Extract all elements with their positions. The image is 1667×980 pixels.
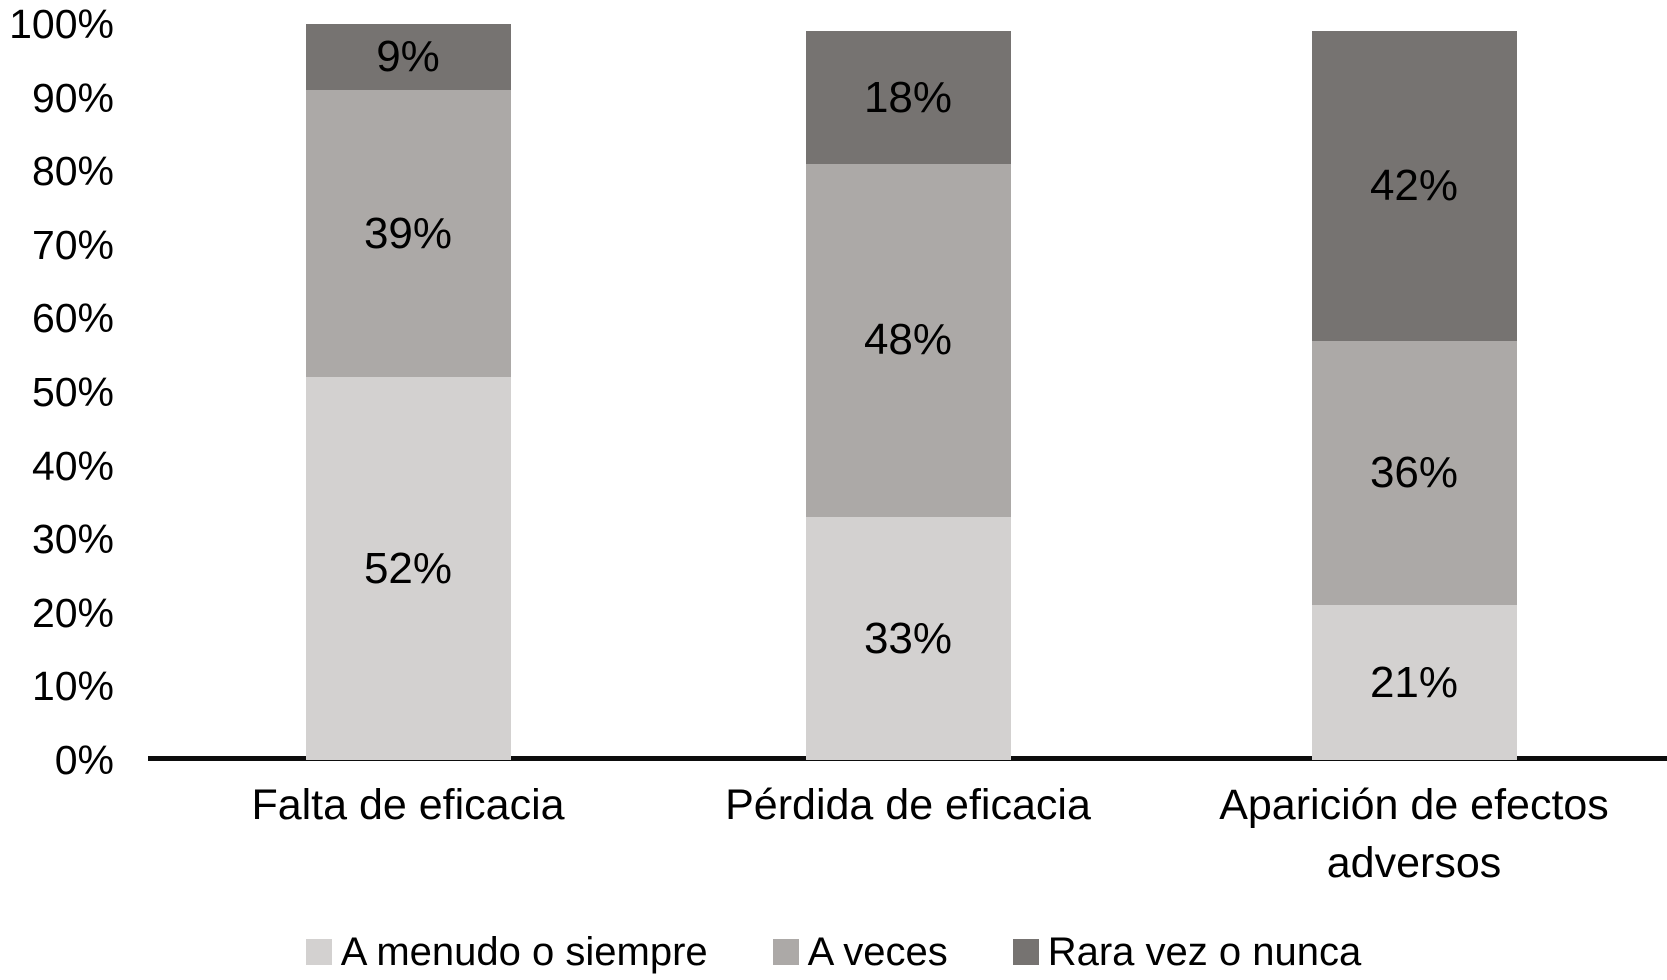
y-axis: 0% 10% 20% 30% 40% 50% 60% 70% 80% 90% 100%	[0, 0, 118, 980]
data-label: 33%	[863, 613, 953, 663]
legend-label: A veces	[807, 930, 948, 974]
bar-segment: 9%	[305, 24, 511, 91]
y-axis-tick-label: 40%	[31, 442, 114, 489]
y-axis-tick-label: 100%	[9, 1, 114, 47]
legend-label: Rara vez o nunca	[1047, 930, 1362, 974]
legend-item: A veces	[772, 928, 948, 976]
y-axis-tick-label: 10%	[31, 663, 114, 710]
legend-label: A menudo o siempre	[340, 930, 708, 974]
bar-1: 52% 39% 9%	[305, 24, 511, 760]
y-axis-tick-label: 20%	[31, 589, 114, 636]
bar-segment: 33%	[805, 517, 1011, 760]
data-label: 48%	[863, 315, 953, 365]
y-axis-tick-label: 30%	[31, 516, 114, 563]
y-axis-tick-label: 70%	[31, 221, 114, 268]
y-axis-tick-label: 80%	[31, 148, 114, 195]
legend-swatch-icon	[772, 939, 799, 965]
legend-swatch-icon	[305, 939, 332, 965]
data-label: 52%	[363, 543, 453, 593]
bar-segment: 36%	[1311, 340, 1517, 606]
bar-segment: 39%	[305, 90, 511, 378]
legend-item: Rara vez o nunca	[1012, 928, 1362, 976]
data-label: 9%	[376, 32, 440, 82]
legend-swatch-icon	[1012, 939, 1039, 965]
data-label: 39%	[363, 208, 453, 258]
data-label: 18%	[863, 72, 953, 122]
bar-segment: 48%	[805, 163, 1011, 518]
y-axis-tick-label: 60%	[31, 295, 114, 342]
data-label: 21%	[1369, 657, 1459, 707]
legend: A menudo o siempre A veces Rara vez o nunc…	[0, 928, 1667, 976]
y-axis-tick-label: 0%	[54, 737, 114, 783]
bar-segment: 21%	[1311, 605, 1517, 760]
data-label: 36%	[1369, 447, 1459, 497]
bar-segment: 42%	[1311, 31, 1517, 341]
bar-segment: 52%	[305, 377, 511, 760]
y-axis-tick-label: 90%	[31, 74, 114, 121]
bar-3: 21% 36% 42%	[1311, 31, 1517, 760]
bar-2: 33% 48% 18%	[805, 31, 1011, 760]
data-label: 42%	[1369, 160, 1459, 210]
legend-item: A menudo o siempre	[305, 928, 708, 976]
bar-segment: 18%	[805, 31, 1011, 164]
y-axis-tick-label: 50%	[31, 369, 114, 415]
